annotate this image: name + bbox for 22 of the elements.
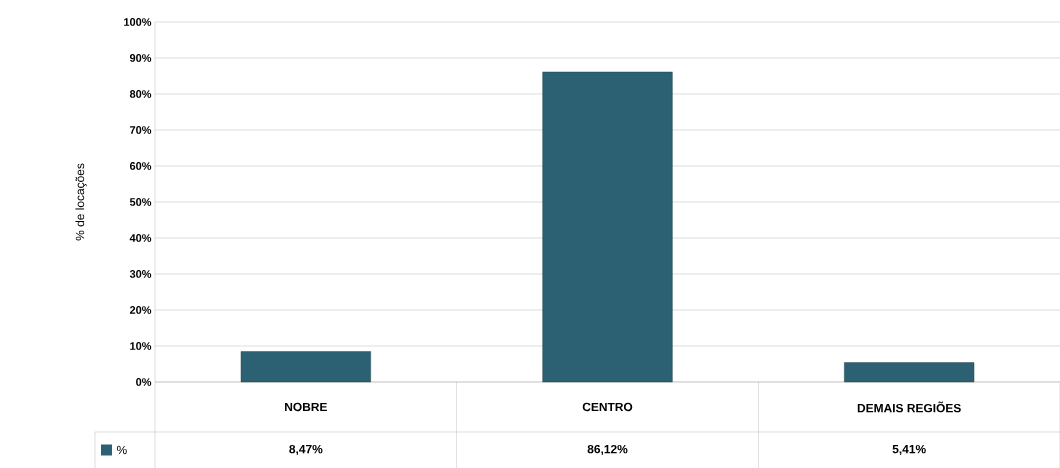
text: 8,47% [289,444,323,456]
y-tick-label: 20% [129,306,152,314]
bar [542,71,673,383]
y-tick-label: 0% [136,378,152,386]
y-tick-label: 90% [129,54,152,62]
y-tick-label: 10% [130,342,152,350]
y-axis-title: % de locações [75,163,87,241]
x-tick-label: DEMAIS REGIÕES [857,401,961,413]
text: 86,12% [587,444,628,456]
y-tick-label: 100% [124,18,152,26]
bar [240,351,371,383]
y-tick-label: 60% [129,162,152,170]
x-tick-label: NOBRE [285,402,327,412]
y-tick-label: 50% [129,198,152,206]
bar [844,362,975,383]
y-tick-label: 80% [129,90,152,98]
x-tick-label: CENTRO [582,402,633,412]
y-tick-label: 40% [129,234,152,242]
y-tick-label: 70% [130,126,152,134]
y-tick-label: 30% [129,270,152,278]
text: 5,41% [892,444,926,456]
legend-label: % [116,445,127,455]
